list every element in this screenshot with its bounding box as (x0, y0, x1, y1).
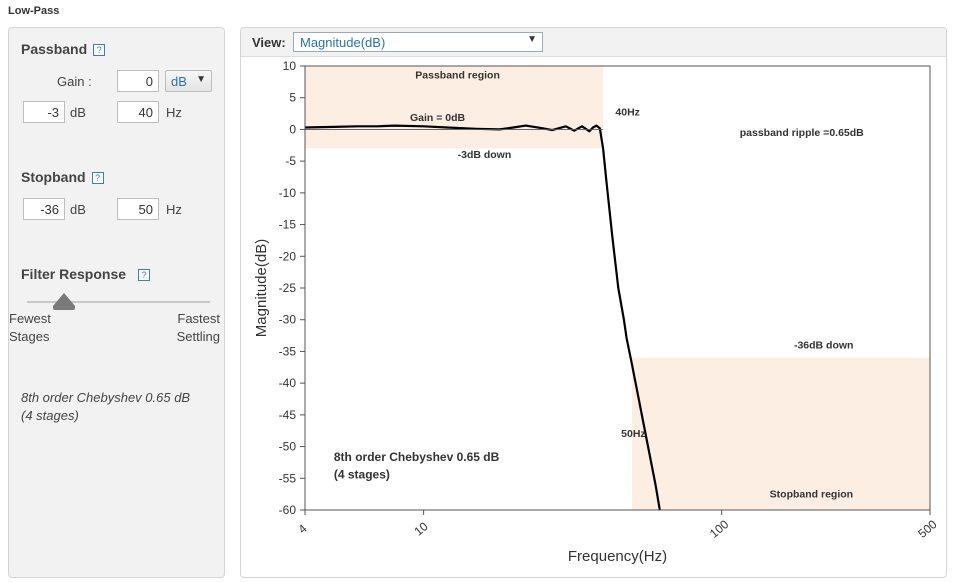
passband-title: Passband? (21, 41, 106, 57)
slider-left-label-line2: Stages (9, 329, 50, 344)
y-tick-label: -25 (279, 281, 297, 295)
slider-left-label-line1: Fewest (9, 311, 51, 326)
y-tick-label: -15 (279, 218, 297, 232)
stopband-help-icon[interactable]: ? (91, 172, 104, 184)
y-tick-label: 10 (283, 59, 297, 73)
y-tick-label: -10 (279, 186, 297, 200)
view-bar: View: Magnitude(dB) ▼ (241, 28, 946, 57)
passband-attenuation-input[interactable]: -3 (23, 101, 65, 123)
filter-response-help-icon[interactable]: ? (138, 269, 151, 281)
chart-annotation: 40Hz (615, 106, 640, 118)
slider-right-label-line2: Settling (176, 329, 220, 344)
stopband-frequency-input[interactable]: 50 (117, 198, 159, 220)
view-select-value: Magnitude(dB) (300, 35, 386, 50)
passband-frequency-unit: Hz (166, 105, 182, 120)
gain-unit-select[interactable]: dB ▼ (165, 70, 212, 92)
gain-unit-selected: dB (171, 74, 187, 89)
chevron-down-icon: ▼ (196, 74, 206, 85)
response-curve-0 (304, 124, 661, 511)
stopband-attenuation-input[interactable]: -36 (23, 198, 65, 220)
passband-title-label: Passband (21, 41, 88, 57)
chart-annotation: Stopband region (770, 488, 853, 500)
slider-left-label: Fewest Stages (9, 310, 51, 346)
chart-annotation: -36dB down (794, 339, 854, 351)
page-title: Low-Pass (8, 5, 60, 17)
filter-summary-line2: (4 stages) (21, 408, 79, 423)
filter-response-title: Filter Response? (21, 266, 151, 282)
filter-response-title-label: Filter Response (21, 266, 127, 282)
y-tick-label: 0 (289, 122, 296, 136)
chart-annotation: Gain = 0dB (410, 112, 466, 124)
y-tick-label: -35 (279, 344, 297, 358)
view-label: View: (252, 35, 286, 50)
slider-right-label: Fastest Settling (177, 310, 220, 346)
view-select[interactable]: Magnitude(dB) ▼ (293, 32, 543, 52)
y-tick-label: -30 (279, 313, 297, 327)
y-tick-label: -40 (279, 376, 297, 390)
passband-help-icon[interactable]: ? (93, 44, 106, 56)
gain-input[interactable]: 0 (117, 70, 159, 92)
filter-settings-panel: Passband? Gain : 0 dB ▼ -3 dB 40 Hz Stopb… (8, 27, 225, 578)
chart-annotation: -3dB down (458, 149, 512, 161)
stopband-title-label: Stopband (21, 169, 86, 185)
y-axis-label: Magnitude(dB) (253, 239, 270, 337)
passband-region-rect (305, 66, 604, 149)
y-tick-label: 5 (289, 91, 296, 105)
x-axis-label: Frequency(Hz) (568, 548, 667, 565)
filter-response-slider-handle[interactable] (52, 293, 75, 310)
x-tick-label: 4 (295, 521, 309, 536)
y-tick-label: -5 (285, 154, 296, 168)
passband-frequency-input[interactable]: 40 (117, 101, 159, 123)
filter-summary-line1: 8th order Chebyshev 0.65 dB (21, 390, 191, 405)
chart-annotation: Passband region (415, 70, 500, 82)
x-tick-label: 100 (707, 517, 732, 541)
gain-label: Gain : (57, 74, 92, 89)
filter-response-slider-track[interactable] (27, 301, 210, 303)
stopband-region-rect (631, 357, 930, 510)
chart-annotation: 8th order Chebyshev 0.65 dB (334, 450, 500, 464)
y-tick-label: -45 (279, 408, 297, 422)
y-tick-label: -55 (279, 471, 297, 485)
stopband-title: Stopband? (21, 169, 104, 185)
chart-annotation: 50Hz (621, 428, 646, 440)
chart-annotation: (4 stages) (334, 467, 390, 481)
slider-right-label-line1: Fastest (177, 311, 220, 326)
filter-summary: 8th order Chebyshev 0.65 dB (4 stages) (21, 389, 190, 425)
chart-annotation: passband ripple =0.65dB (740, 127, 864, 139)
y-tick-label: -60 (279, 503, 297, 517)
magnitude-chart: 1050-5-10-15-20-25-30-35-40-45-50-55-60 … (253, 59, 940, 565)
x-tick-label: 10 (411, 519, 430, 539)
passband-attenuation-unit: dB (70, 105, 86, 120)
stopband-frequency-unit: Hz (166, 202, 182, 217)
y-tick-label: -20 (279, 249, 297, 263)
chevron-down-icon: ▼ (527, 34, 537, 45)
stopband-attenuation-unit: dB (70, 202, 86, 217)
y-tick-label: -50 (279, 440, 297, 454)
x-tick-label: 500 (915, 517, 940, 541)
